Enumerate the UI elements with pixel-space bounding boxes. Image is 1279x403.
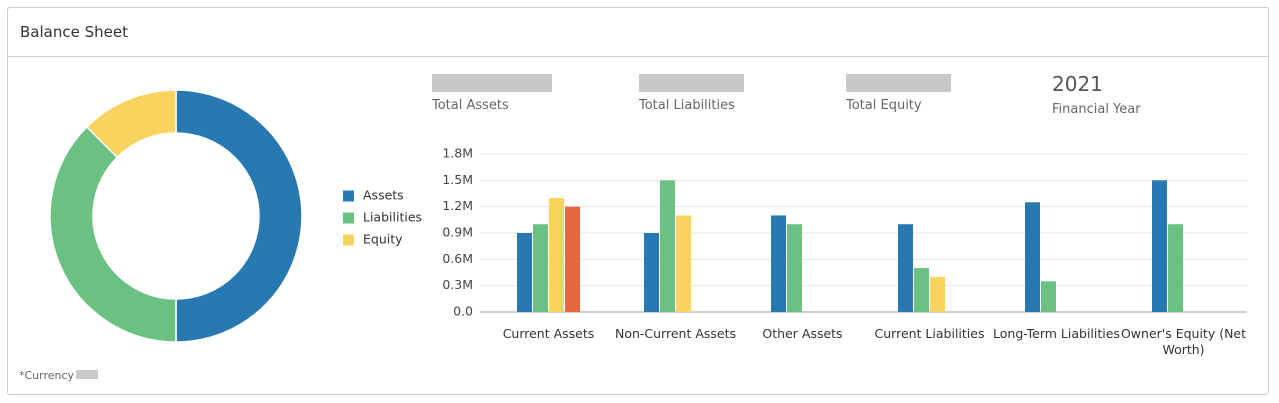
kpi-label: Total Equity [846, 98, 922, 113]
kpi: Total Assets [432, 68, 632, 113]
footnote-text: *Currency [19, 369, 75, 382]
bar [549, 197, 564, 312]
kpi: 2021 Financial Year [1052, 72, 1252, 117]
bar [1025, 202, 1040, 312]
y-tick-label: 0.6M [442, 251, 473, 266]
panel-title: Balance Sheet [20, 23, 128, 41]
bar [1041, 281, 1056, 312]
donut-slice [49, 125, 177, 343]
donut-slice [85, 89, 177, 159]
kpi-label: Total Assets [432, 98, 509, 113]
bar [565, 206, 580, 312]
x-tick-label: Long-Term Liabilities [993, 326, 1120, 341]
bar [771, 215, 786, 312]
kpi-value: 2021 [1052, 72, 1103, 96]
bar [1152, 180, 1167, 312]
legend-label: Equity [363, 232, 403, 247]
legend-label: Assets [363, 188, 404, 203]
y-tick-label: 0.0 [453, 304, 473, 319]
x-tick-label: Current Assets [502, 326, 595, 341]
legend-swatch [343, 190, 354, 202]
legend-label: Liabilities [363, 210, 422, 225]
x-tick-label: Non-Current Assets [614, 326, 737, 341]
panel-header: Balance Sheet [8, 8, 1268, 57]
y-tick-label: 1.5M [442, 172, 473, 187]
bar [644, 233, 659, 312]
kpi: Total Equity [846, 68, 1046, 113]
redacted-value [76, 370, 99, 379]
x-tick-label: Other Assets [762, 326, 843, 341]
legend-swatch [343, 234, 354, 246]
redacted-value [639, 74, 744, 92]
footnote: *Currency [19, 369, 99, 382]
y-tick-label: 1.8M [442, 146, 473, 161]
x-tick-label: Owner's Equity (Net Worth) [1120, 326, 1247, 357]
legend-swatch [343, 212, 354, 224]
bar [1168, 224, 1183, 312]
bar [914, 268, 929, 312]
kpi: Total Liabilities [639, 68, 839, 113]
kpi-label: Total Liabilities [639, 98, 735, 113]
bar [517, 233, 532, 312]
bar [676, 215, 691, 312]
donut-slice [175, 89, 303, 343]
bar [660, 180, 675, 312]
bar [930, 276, 945, 312]
y-tick-label: 0.9M [442, 225, 473, 240]
panel: Balance Sheet [7, 7, 1269, 395]
bar [787, 224, 802, 312]
redacted-value [846, 74, 951, 92]
bar [898, 224, 913, 312]
x-tick-label: Current Liabilities [874, 326, 985, 341]
redacted-value [432, 74, 552, 92]
kpi-label: Financial Year [1052, 102, 1141, 117]
bar [533, 224, 548, 312]
y-tick-label: 0.3M [442, 277, 473, 292]
y-tick-label: 1.2M [442, 198, 473, 213]
